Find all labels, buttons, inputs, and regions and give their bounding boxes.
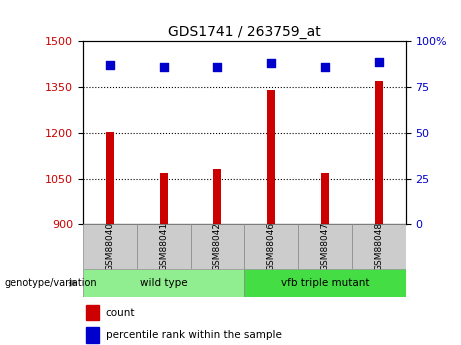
Point	[214, 64, 221, 70]
Point	[375, 59, 383, 64]
Bar	[267, 90, 275, 224]
Point	[160, 64, 167, 70]
Bar	[137, 224, 190, 269]
Point	[267, 61, 275, 66]
Bar	[160, 173, 168, 224]
Bar	[298, 224, 352, 269]
Text: GSM88048: GSM88048	[374, 222, 383, 271]
Bar	[352, 224, 406, 269]
Text: vfb triple mutant: vfb triple mutant	[281, 278, 369, 288]
Text: GSM88040: GSM88040	[106, 222, 114, 271]
Bar	[375, 81, 383, 224]
Bar	[244, 224, 298, 269]
Point	[321, 64, 329, 70]
Text: genotype/variation: genotype/variation	[5, 278, 97, 288]
Bar	[83, 269, 244, 297]
Bar	[190, 224, 244, 269]
Text: GSM88046: GSM88046	[267, 222, 276, 271]
Bar	[83, 224, 137, 269]
Bar	[106, 132, 114, 224]
Bar	[86, 327, 99, 343]
Text: GSM88042: GSM88042	[213, 222, 222, 271]
Text: percentile rank within the sample: percentile rank within the sample	[106, 330, 282, 340]
Text: count: count	[106, 308, 135, 318]
Bar	[321, 173, 329, 224]
Bar	[244, 269, 406, 297]
Text: wild type: wild type	[140, 278, 188, 288]
Bar	[213, 169, 221, 224]
Point	[106, 62, 113, 68]
Text: GSM88041: GSM88041	[159, 222, 168, 271]
Text: GSM88047: GSM88047	[320, 222, 330, 271]
Bar	[86, 305, 99, 320]
Title: GDS1741 / 263759_at: GDS1741 / 263759_at	[168, 25, 321, 39]
